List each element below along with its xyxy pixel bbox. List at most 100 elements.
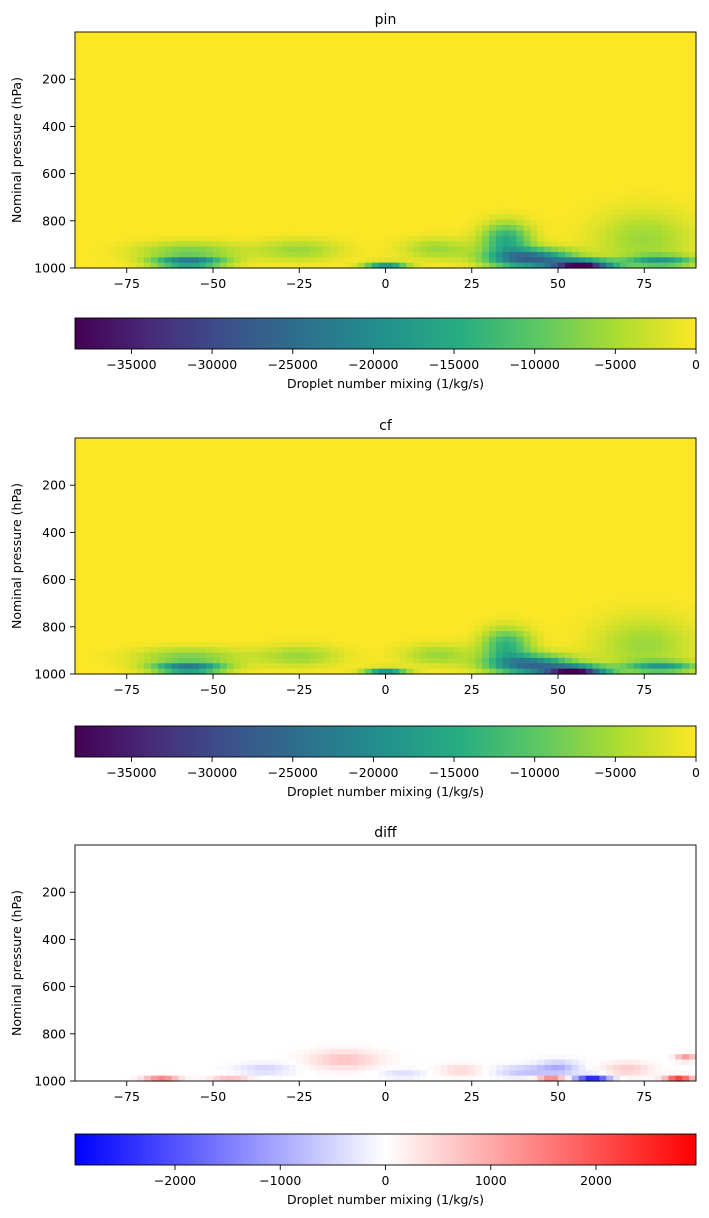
heatmap-cell: [661, 101, 669, 108]
heatmap-cell: [88, 620, 97, 627]
heatmap-cell: [316, 251, 324, 258]
heatmap-cell: [392, 150, 400, 156]
heatmap-cell: [468, 101, 476, 108]
heatmap-cell: [433, 37, 442, 44]
heatmap-cell: [344, 101, 352, 108]
heatmap-cell: [144, 160, 152, 167]
heatmap-cell: [75, 37, 83, 44]
heatmap-cell: [323, 64, 331, 71]
heatmap-cell: [81, 166, 90, 173]
heatmap-cell: [599, 241, 607, 248]
heatmap-cell: [627, 182, 635, 189]
heatmap-cell: [123, 561, 131, 568]
heatmap-cell: [530, 85, 538, 92]
heatmap-cell: [420, 91, 428, 97]
heatmap-cell: [192, 58, 200, 65]
heatmap-cell: [288, 166, 297, 173]
heatmap-cell: [330, 246, 338, 253]
heatmap-cell: [123, 155, 131, 162]
heatmap-cell: [413, 187, 421, 194]
heatmap-cell: [137, 139, 145, 146]
heatmap-cell: [171, 160, 180, 167]
heatmap-cell: [206, 182, 214, 189]
heatmap-cell: [219, 631, 228, 638]
heatmap-cell: [426, 251, 435, 258]
heatmap-cell: [309, 144, 318, 151]
heatmap-cell: [288, 214, 297, 221]
heatmap-cell: [88, 529, 97, 536]
heatmap-cell: [199, 128, 207, 135]
heatmap-cell: [137, 74, 145, 81]
heatmap-cell: [633, 107, 642, 114]
heatmap-cell: [157, 107, 166, 114]
heatmap-cell: [157, 133, 166, 140]
heatmap-cell: [385, 166, 393, 173]
heatmap-cell: [689, 112, 697, 119]
heatmap-cell: [558, 219, 566, 226]
heatmap-cell: [199, 502, 207, 509]
heatmap-cell: [564, 85, 573, 92]
heatmap-cell: [88, 32, 97, 38]
heatmap-cell: [268, 53, 276, 60]
heatmap-cell: [123, 604, 131, 611]
heatmap-cell: [81, 144, 90, 151]
heatmap-cell: [668, 214, 676, 221]
heatmap-cell: [399, 58, 407, 65]
heatmap-cell: [157, 251, 166, 258]
heatmap-cell: [164, 539, 173, 546]
heatmap-cell: [344, 150, 352, 156]
heatmap-cell: [206, 32, 214, 38]
heatmap-cell: [150, 507, 159, 514]
heatmap-cell: [385, 235, 393, 242]
heatmap-cell: [157, 96, 166, 103]
heatmap-cell: [344, 139, 352, 146]
heatmap-cell: [157, 58, 166, 65]
heatmap-cell: [185, 262, 193, 269]
heatmap-cell: [371, 144, 380, 151]
heatmap-cell: [288, 150, 297, 156]
heatmap-cell: [192, 74, 200, 81]
heatmap-cell: [482, 85, 490, 92]
heatmap-cell: [213, 123, 221, 130]
heatmap-cell: [592, 85, 600, 92]
heatmap-cell: [440, 128, 449, 135]
heatmap-cell: [192, 91, 200, 97]
heatmap-cell: [551, 96, 559, 103]
heatmap-cell: [102, 241, 111, 248]
heatmap-cell: [357, 187, 366, 194]
heatmap-cell: [627, 235, 635, 242]
heatmap-cell: [371, 214, 380, 221]
heatmap-cell: [192, 235, 200, 242]
heatmap-cell: [599, 96, 607, 103]
heatmap-cell: [385, 187, 393, 194]
heatmap-cell: [475, 117, 483, 124]
heatmap-cell: [206, 668, 214, 675]
heatmap-cell: [689, 235, 697, 242]
heatmap-cell: [213, 491, 221, 498]
heatmap-cell: [261, 107, 269, 114]
heatmap-cell: [502, 241, 511, 248]
heatmap-cell: [482, 64, 490, 71]
heatmap-cell: [461, 225, 469, 232]
heatmap-cell: [185, 53, 193, 60]
heatmap-cell: [226, 443, 235, 450]
heatmap-cell: [689, 241, 697, 248]
heatmap-cell: [509, 101, 518, 108]
heatmap-cell: [530, 74, 538, 81]
heatmap-cell: [599, 214, 607, 221]
heatmap-cell: [592, 91, 600, 97]
heatmap-cell: [440, 241, 449, 248]
heatmap-cell: [254, 176, 262, 183]
heatmap-cell: [571, 58, 580, 65]
heatmap-cell: [226, 42, 235, 49]
heatmap-cell: [295, 176, 304, 183]
heatmap-cell: [523, 262, 531, 269]
heatmap-cell: [213, 577, 221, 584]
heatmap-cell: [578, 192, 587, 199]
heatmap-cell: [88, 486, 97, 493]
heatmap-cell: [164, 631, 173, 638]
heatmap-cell: [489, 225, 497, 232]
heatmap-cell: [316, 37, 324, 44]
heatmap-cell: [599, 48, 607, 55]
heatmap-cell: [495, 176, 504, 183]
